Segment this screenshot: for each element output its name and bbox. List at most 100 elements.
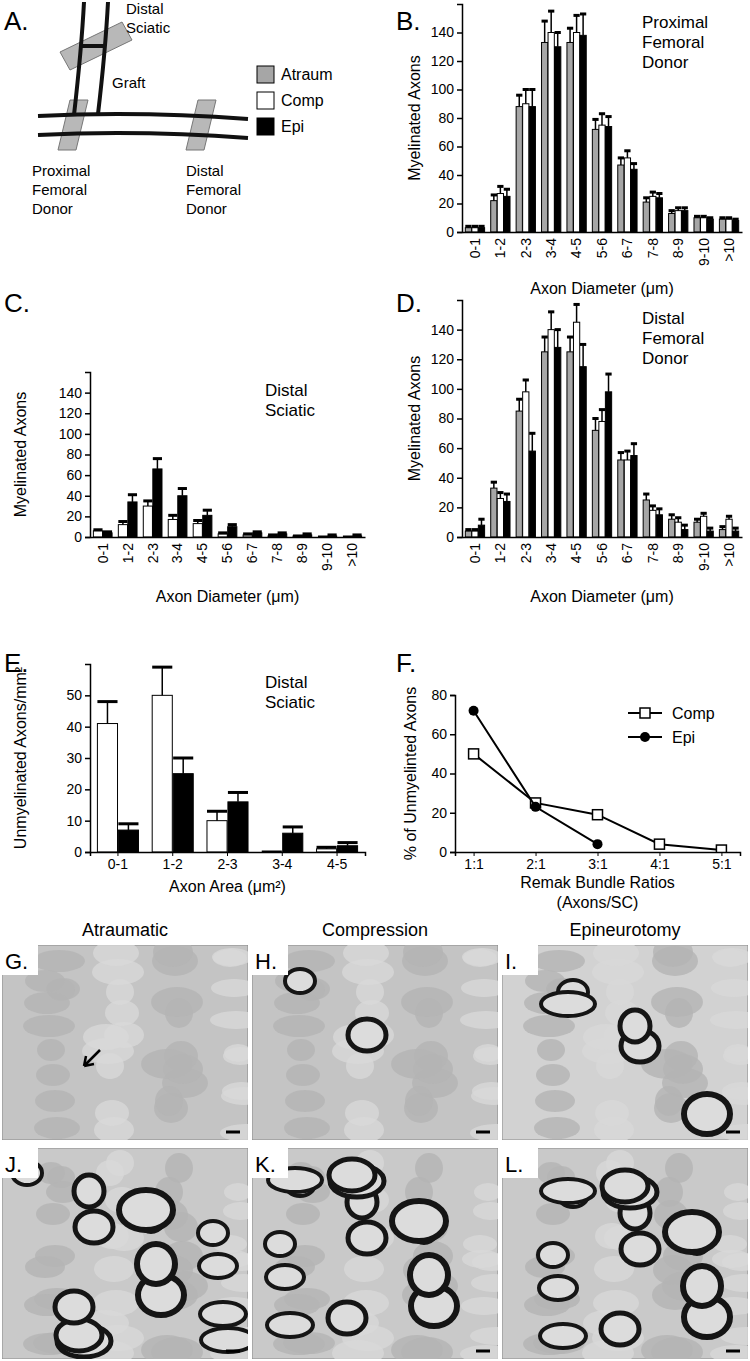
diagram: A.Distal SciaticGraftProximal Femoral Do… [4,0,248,217]
texture [224,1183,248,1201]
error-cap [472,528,478,531]
error-bar [548,312,554,330]
texture [536,1064,570,1086]
myelin-ring [348,1222,386,1254]
column-title: Compression [322,920,428,940]
error-bar [605,117,611,127]
error-cap [529,432,535,435]
error-cap [465,225,471,228]
texture [273,1015,325,1037]
x-axis: 1:12:13:14:15:1 [456,852,741,872]
tick-label: 5-6 [594,238,610,258]
tick: 80 [438,110,462,126]
panel-label-box [502,1148,538,1178]
error-cap [656,192,662,195]
bar [580,367,586,537]
error-bar [218,533,227,534]
y-axis-title: Myelinated Axons [406,356,423,481]
tick-mark [457,418,462,420]
error-bar [478,226,484,227]
error-stem [544,337,546,352]
tick-mark [457,32,462,34]
error-bar [152,667,172,695]
tick-label: 100 [59,426,83,442]
error-stem [576,304,578,322]
tick: 2-3 [518,537,534,563]
error-bar [337,843,357,846]
error-cap [580,12,586,15]
tick: >10 [344,537,360,567]
error-bar [472,226,478,227]
error-stem [519,399,521,411]
texture [23,1015,75,1037]
error-bar [631,164,637,170]
legend-label: Comp [281,92,324,109]
micrograph [252,1148,498,1359]
error-cap [732,527,738,530]
x-axis: 0-11-22-33-44-55-66-77-88-99-10>10 [463,537,743,571]
tick-label: >10 [721,238,737,262]
bar [128,502,137,537]
micrograph [502,1148,748,1359]
tick: 30 [66,750,90,766]
tick-label: 4:1 [650,856,670,872]
texture [93,945,139,966]
error-bar [580,14,586,35]
marker [531,802,541,812]
tick-mark [450,734,455,736]
tick: 2-3 [145,537,161,563]
error-bar [618,158,624,165]
bar [580,35,586,232]
error-stem [107,702,109,724]
error-bar [707,218,713,219]
bar [592,129,598,232]
error-cap [303,532,312,535]
bar [643,500,649,537]
bar [707,219,713,232]
tick: 6-7 [619,537,635,563]
error-bar [719,527,725,530]
texture [33,950,85,972]
bar-series [478,14,738,232]
error-bar [726,218,732,219]
markers [469,706,603,849]
y-axis-title: Myelinated Axons [406,55,423,180]
texture [37,1039,65,1061]
bar [675,211,681,232]
texture [724,1044,748,1062]
tick-label: 1-2 [492,238,508,258]
tick-mark [457,478,462,480]
texture [403,945,443,967]
error-stem [557,33,559,47]
texture [94,1256,134,1282]
panel-label-box [2,1148,38,1178]
texture [220,1124,248,1140]
bar [465,531,471,537]
tick: 3-4 [272,852,292,872]
tick-label: 3-4 [543,543,559,563]
error-stem [550,11,552,32]
tick: 1-2 [120,537,136,563]
panel-label: K. [255,1152,276,1177]
texture [151,987,203,1017]
bar [618,165,624,232]
error-bar [465,226,471,227]
tick-label: 1:1 [464,856,484,872]
texture [401,987,453,1017]
myelin-ring [541,1179,595,1203]
error-stem [601,410,603,422]
bar [573,33,579,233]
chart-title: Distal Sciatic [265,673,316,712]
nerve [98,2,108,114]
bar [337,846,357,852]
bar [497,498,503,537]
bar [567,352,573,537]
tick: 50 [66,687,90,703]
texture [343,945,389,966]
bar [118,525,127,537]
error-cap [337,841,357,844]
error-cap [97,700,117,703]
bar [548,330,554,537]
tick: 4-5 [568,232,584,258]
x-axis: 0-11-22-33-44-5 [91,852,366,872]
